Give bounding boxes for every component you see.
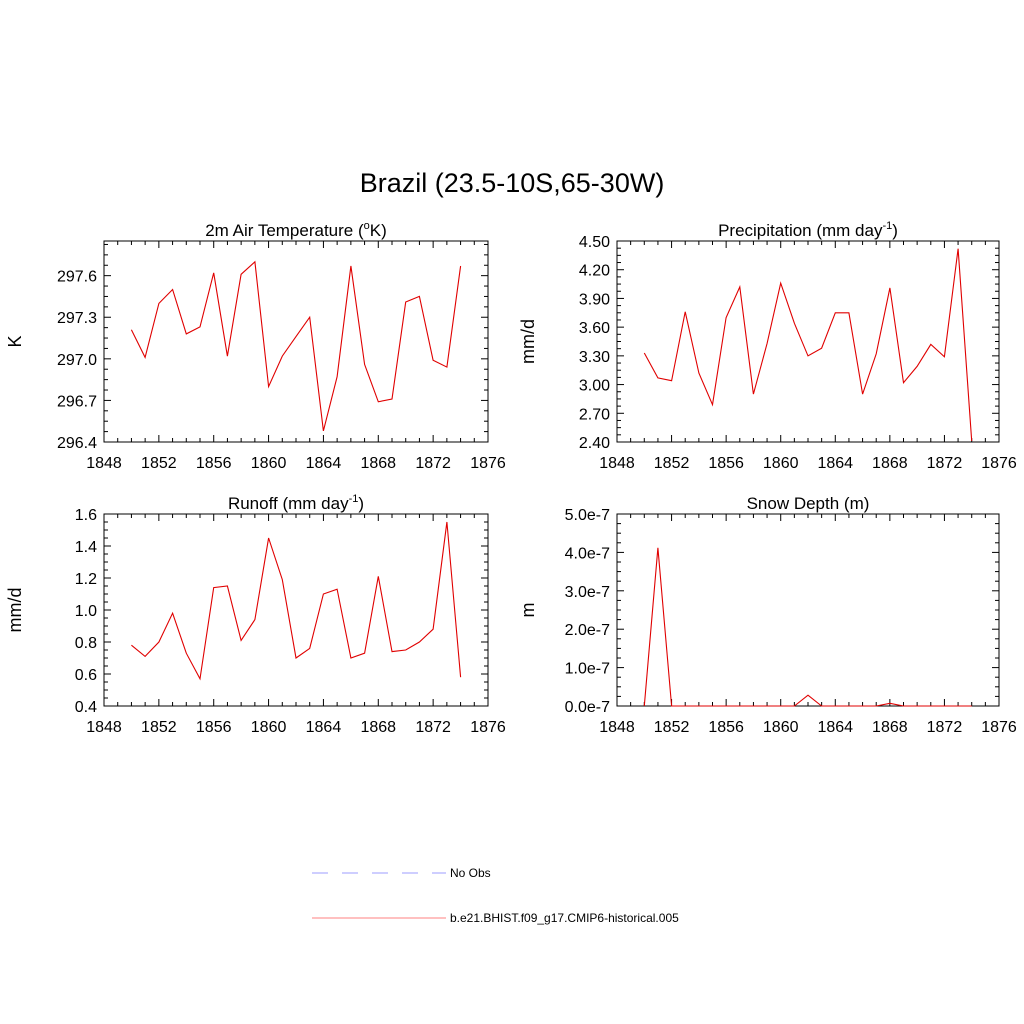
panel-3-ytick-label: 0.6 [75,667,97,684]
panel-3-xtick-label: 1872 [415,719,451,736]
panel-2-ytick-label: 3.60 [579,320,610,337]
panel-4-ylabel: m [518,603,538,618]
panel-2-series-line [643,248,973,442]
panel-3-ytick-label: 0.8 [75,635,97,652]
panel-4-xtick-label: 1852 [654,719,690,736]
panel-4-xtick-label: 1872 [927,719,963,736]
panel-1-xtick-label: 1872 [415,455,451,472]
panel-3-xtick-label: 1848 [86,719,122,736]
panel-3-ytick-label: 1.6 [75,507,97,524]
panel-3-ytick-label: 1.0 [75,603,97,620]
panel-1-xtick-label: 1852 [141,455,177,472]
panel-4-xtick-label: 1876 [981,719,1017,736]
panel-1-xtick-label: 1848 [86,455,122,472]
panel-1-ylabel: K [5,335,25,347]
panel-2-xtick-label: 1864 [817,455,853,472]
panel-4-ytick-label: 5.0e-7 [565,507,610,524]
panel-1-xtick-label: 1860 [251,455,287,472]
panel-4-title: Snow Depth (m) [747,494,870,513]
panel-3-title: Runoff (mm day-1) [228,493,364,513]
panel-3-ytick-label: 0.4 [75,699,97,716]
panel-2-xtick-label: 1852 [654,455,690,472]
panel-2-xtick-label: 1868 [872,455,908,472]
panel-3-ytick-label: 1.2 [75,571,97,588]
panel-3-xtick-label: 1856 [196,719,232,736]
panel-3-xtick-label: 1860 [251,719,287,736]
panel-4-ytick-label: 2.0e-7 [565,622,610,639]
panel-2-ytick-label: 4.20 [579,263,610,280]
panel-3-xtick-label: 1852 [141,719,177,736]
panel-2-ylabel: mm/d [518,319,538,364]
panel-4-xtick-label: 1856 [708,719,744,736]
panel-1-title: 2m Air Temperature (oK) [205,220,387,240]
panel-4-xtick-label: 1848 [599,719,635,736]
panel-3-xtick-label: 1876 [470,719,506,736]
panel-1-ytick-label: 297.0 [57,352,97,369]
panel-4-series-line [643,547,972,707]
panel-2-xtick-label: 1860 [763,455,799,472]
panel-3-xtick-label: 1864 [306,719,342,736]
panel-2-xtick-label: 1876 [981,455,1017,472]
panel-4-xtick-label: 1868 [872,719,908,736]
panel-1-xtick-label: 1856 [196,455,232,472]
panel-1-xtick-label: 1864 [306,455,342,472]
panel-1-xtick-label: 1876 [470,455,506,472]
panel-2-ytick-label: 2.40 [579,435,610,452]
panel-2-ytick-label: 3.90 [579,291,610,308]
panel-2-title: Precipitation (mm day-1) [718,220,898,240]
panel-2-ytick-label: 3.00 [579,378,610,395]
main-title: Brazil (23.5-10S,65-30W) [359,168,665,198]
panel-3-series-line [131,521,462,681]
panel-4-ytick-label: 4.0e-7 [565,545,610,562]
panel-4-ytick-label: 3.0e-7 [565,584,610,601]
panel-4-xtick-label: 1864 [817,719,853,736]
panel-1-ytick-label: 297.3 [57,310,97,327]
panel-1-ytick-label: 297.6 [57,269,97,286]
panel-2-ytick-label: 2.70 [579,406,610,423]
panel-2-ytick-label: 4.50 [579,234,610,251]
panel-4-xtick-label: 1860 [763,719,799,736]
legend-no-obs-label: No Obs [450,866,491,880]
panel-2-xtick-label: 1856 [708,455,744,472]
panel-1-xtick-label: 1868 [360,455,396,472]
panel-1-series-line [130,260,462,432]
panel-1-ytick-label: 296.4 [57,435,97,452]
panel-2-xtick-label: 1872 [927,455,963,472]
legend-model-label: b.e21.BHIST.f09_g17.CMIP6-historical.005 [450,911,679,925]
panel-3-ytick-label: 1.4 [75,539,97,556]
panel-2-xtick-label: 1848 [599,455,635,472]
panel-2-ytick-label: 3.30 [579,349,610,366]
panel-4-ytick-label: 1.0e-7 [565,661,610,678]
panel-1-ytick-label: 296.7 [57,393,97,410]
panel-3-xtick-label: 1868 [360,719,396,736]
panel-4-ytick-label: 0.0e-7 [565,699,610,716]
panel-3-ylabel: mm/d [5,588,25,633]
